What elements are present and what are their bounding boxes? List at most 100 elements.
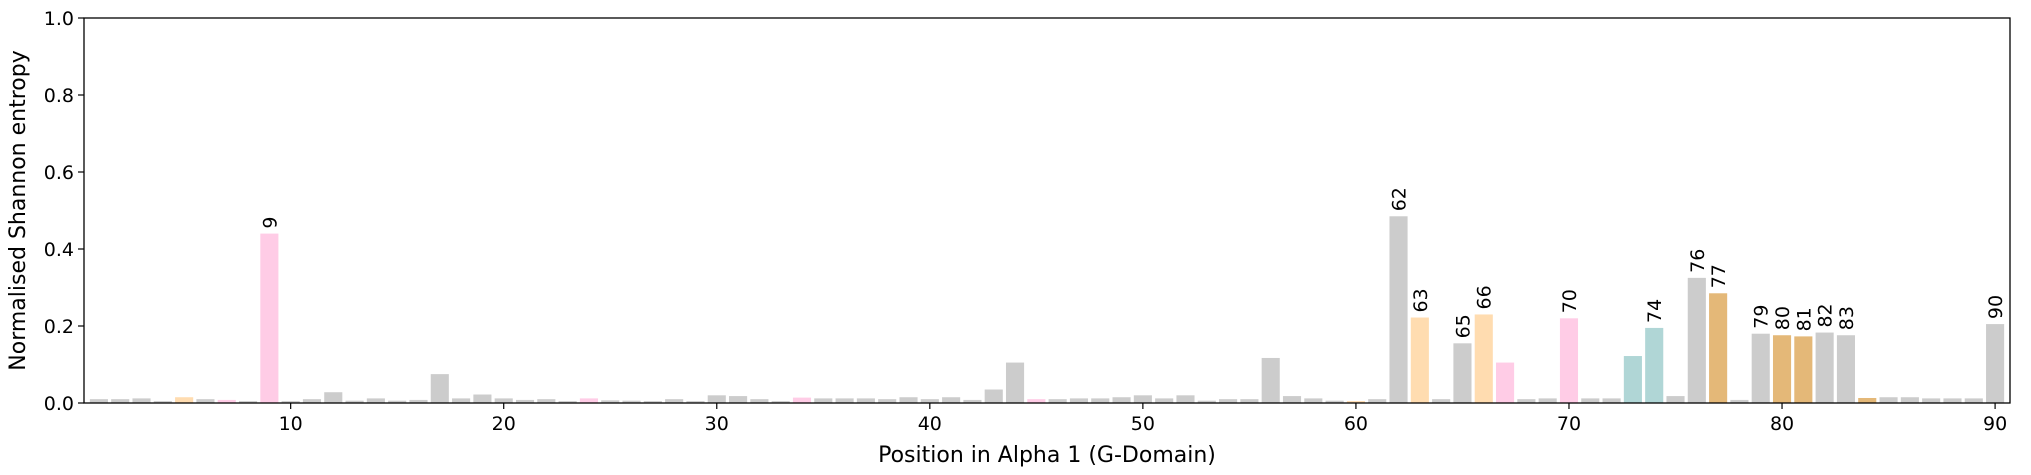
bar-position-57 — [1282, 396, 1302, 403]
bar-position-4 — [153, 401, 172, 403]
bar-position-51 — [1155, 398, 1174, 403]
bar-annotation-65: 65 — [1452, 314, 1474, 338]
bar-position-38 — [878, 399, 897, 403]
bar-annotation-80: 80 — [1772, 306, 1794, 330]
bar-position-11 — [302, 399, 322, 403]
bar-position-17 — [430, 374, 449, 403]
x-axis-label: Position in Alpha 1 (G-Domain) — [878, 443, 1216, 468]
bar-position-27 — [643, 401, 662, 403]
bar-position-69 — [1538, 398, 1557, 403]
bar-position-7 — [217, 399, 236, 403]
y-axis-label: Normalised Shannon entropy — [6, 50, 31, 370]
bar-position-1 — [89, 399, 108, 403]
bar-position-60 — [1346, 401, 1365, 403]
bar-position-66 — [1474, 314, 1493, 403]
bar-position-29 — [686, 401, 705, 403]
bar-position-64 — [1432, 399, 1451, 403]
y-tick-label: 0.8 — [44, 85, 74, 107]
bar-position-88 — [1943, 398, 1962, 403]
bar-position-89 — [1964, 398, 1983, 403]
bar-position-75 — [1666, 396, 1685, 403]
bar-position-3 — [132, 398, 151, 403]
bar-annotation-9: 9 — [259, 217, 281, 229]
bar-position-84 — [1858, 397, 1877, 403]
bar-position-33 — [771, 401, 790, 403]
bar-position-36 — [835, 398, 854, 403]
bar-annotation-77: 77 — [1708, 264, 1730, 288]
bar-position-14 — [366, 398, 385, 403]
bar-position-34 — [792, 397, 812, 403]
bar-position-24 — [579, 398, 598, 403]
bar-position-82 — [1815, 332, 1834, 403]
bar-position-8 — [238, 401, 258, 403]
bar-position-35 — [814, 398, 833, 403]
bar-position-79 — [1751, 333, 1770, 403]
bar-position-25 — [601, 400, 620, 403]
x-axis-ticks: 10 20 30 40 50 60 70 80 90 — [279, 403, 2007, 435]
bar-position-53 — [1197, 400, 1216, 403]
plot-frame — [83, 17, 2011, 404]
bar-position-83 — [1836, 335, 1856, 403]
bar-position-86 — [1900, 397, 1919, 403]
bar-position-20 — [494, 398, 513, 403]
y-tick-label: 0.0 — [44, 393, 74, 415]
bar-annotation-74: 74 — [1644, 299, 1666, 323]
x-tick-label: 10 — [279, 413, 303, 435]
bar-position-12 — [324, 392, 343, 403]
bar-position-13 — [345, 400, 364, 403]
bar-position-52 — [1176, 395, 1195, 403]
x-tick-label: 40 — [918, 413, 942, 435]
bar-position-21 — [515, 399, 535, 403]
bar-position-10 — [281, 401, 300, 403]
bar-position-45 — [1027, 399, 1046, 403]
y-tick-label: 0.6 — [44, 162, 74, 184]
bar-annotation-81: 81 — [1793, 307, 1815, 331]
bar-position-73 — [1623, 356, 1642, 403]
bar-annotation-70: 70 — [1559, 289, 1581, 313]
bar-annotation-83: 83 — [1836, 306, 1858, 330]
bar-position-81 — [1794, 336, 1813, 403]
bar-position-30 — [707, 395, 726, 403]
bars-layer — [89, 216, 2005, 403]
y-axis-ticks: 0.0 0.2 0.4 0.6 0.8 1.0 — [44, 8, 84, 415]
bar-position-37 — [856, 398, 875, 403]
bar-position-62 — [1389, 216, 1408, 403]
bar-position-65 — [1453, 343, 1472, 403]
bar-position-16 — [409, 399, 428, 403]
bar-position-15 — [388, 400, 407, 403]
bar-position-80 — [1772, 335, 1792, 403]
bar-position-77 — [1709, 293, 1728, 403]
bar-position-72 — [1602, 398, 1621, 403]
bar-position-85 — [1879, 397, 1898, 403]
bar-position-43 — [984, 389, 1003, 403]
bar-position-42 — [963, 399, 982, 403]
bar-position-19 — [473, 394, 492, 403]
y-tick-label: 0.2 — [44, 316, 74, 338]
x-tick-label: 30 — [705, 413, 729, 435]
bar-position-70 — [1559, 318, 1579, 403]
bar-annotation-90: 90 — [1985, 295, 2007, 319]
bar-position-71 — [1581, 398, 1600, 403]
bar-position-44 — [1005, 362, 1025, 403]
y-tick-label: 0.4 — [44, 239, 74, 261]
bar-position-2 — [111, 399, 130, 403]
bar-annotation-79: 79 — [1751, 305, 1773, 329]
x-tick-label: 90 — [1983, 413, 2007, 435]
bar-position-6 — [196, 399, 215, 403]
bar-position-46 — [1048, 399, 1067, 403]
bar-position-26 — [622, 400, 641, 403]
bar-annotation-63: 63 — [1410, 288, 1432, 312]
bar-position-5 — [175, 397, 194, 403]
x-tick-label: 80 — [1770, 413, 1794, 435]
bar-position-61 — [1368, 399, 1387, 403]
bar-position-47 — [1069, 398, 1089, 403]
bar-position-40 — [920, 399, 939, 403]
x-tick-label: 50 — [1131, 413, 1155, 435]
bar-position-54 — [1219, 399, 1238, 403]
bar-position-50 — [1133, 395, 1152, 403]
bar-position-59 — [1325, 400, 1344, 403]
bar-position-22 — [537, 399, 556, 403]
bar-position-67 — [1496, 362, 1515, 403]
